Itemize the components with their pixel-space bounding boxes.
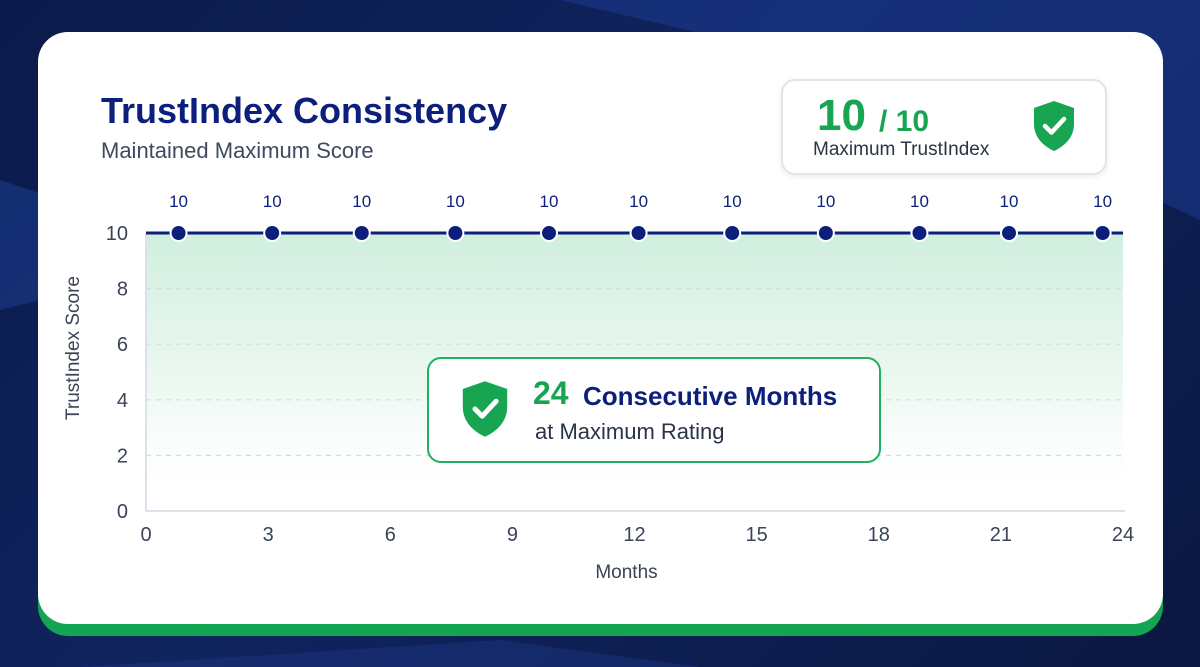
streak-text: Consecutive Months [583,381,838,411]
x-tick-label: 24 [1112,524,1134,546]
chart-card-border: TrustIndex Consistency Maintained Maximu… [38,32,1163,636]
shield-check-icon [462,381,508,437]
data-point [816,224,835,242]
score-out-of: / 10 [879,105,930,138]
data-points [169,224,1112,242]
x-axis-label: Months [595,562,657,583]
data-point [263,224,282,242]
x-tick-label: 21 [990,524,1012,546]
chart-title: TrustIndex Consistency [101,90,508,131]
data-point [1093,224,1112,242]
data-label: 10 [723,192,742,211]
x-tick-label: 18 [868,524,890,546]
data-point [1000,224,1019,242]
grid-lines [146,288,1125,456]
streak-callout: 24 Consecutive Months at Maximum Rating [427,357,881,463]
data-point [723,224,742,242]
streak-subtext: at Maximum Rating [535,419,725,444]
score-value: 10 [817,91,866,140]
data-label: 10 [540,192,559,211]
y-axis-label: TrustIndex Score [63,276,84,420]
score-label: Maximum TrustIndex [813,139,990,160]
data-labels: 10 10 10 10 10 10 10 10 10 10 10 [169,192,1112,211]
data-label: 10 [1000,192,1019,211]
max-score-card: 10 / 10 Maximum TrustIndex [781,79,1107,175]
data-point [629,224,648,242]
data-point [352,224,371,242]
data-label: 10 [169,192,188,211]
y-tick-label: 0 [117,501,128,523]
x-tick-label: 9 [507,524,518,546]
x-tick-label: 15 [746,524,768,546]
data-label: 10 [910,192,929,211]
y-tick-label: 4 [117,390,128,412]
y-tick-labels: 0 2 4 6 8 10 [106,223,128,523]
x-tick-label: 12 [623,524,645,546]
data-label: 10 [1093,192,1112,211]
y-tick-label: 8 [117,279,128,301]
x-tick-label: 6 [385,524,396,546]
data-point [169,224,188,242]
streak-count: 24 [533,375,569,411]
data-label: 10 [446,192,465,211]
data-point [910,224,929,242]
y-tick-label: 10 [106,223,128,245]
x-tick-label: 3 [263,524,274,546]
data-label: 10 [629,192,648,211]
data-label: 10 [816,192,835,211]
chart-card: TrustIndex Consistency Maintained Maximu… [38,32,1163,624]
data-label: 10 [352,192,371,211]
data-label: 10 [263,192,282,211]
shield-check-icon [1034,101,1074,151]
y-tick-label: 6 [117,334,128,356]
data-point [540,224,559,242]
data-point [446,224,465,242]
x-tick-labels: 0 3 6 9 12 15 18 21 24 [140,524,1134,546]
y-tick-label: 2 [117,445,128,467]
chart-subtitle: Maintained Maximum Score [101,138,374,163]
x-tick-label: 0 [140,524,151,546]
